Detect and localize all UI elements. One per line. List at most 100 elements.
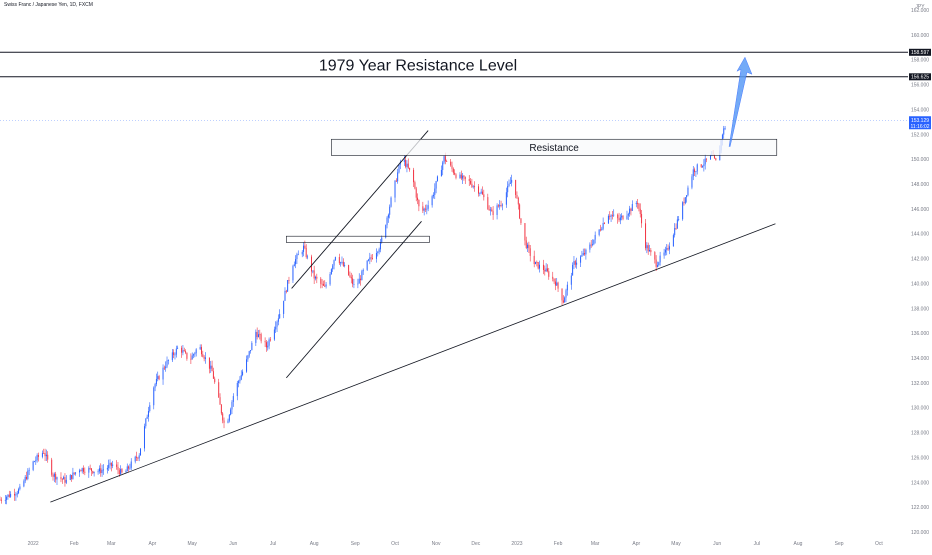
candle-body — [618, 218, 620, 221]
candle-body — [509, 182, 511, 184]
candle-body — [56, 477, 58, 480]
candle-body — [694, 169, 696, 173]
candle-body — [93, 471, 95, 474]
big-level-label: 1979 Year Resistance Level — [319, 58, 517, 75]
candle-body — [285, 290, 287, 292]
candle-body — [723, 128, 725, 135]
candle-body — [121, 468, 123, 473]
candle-body — [185, 351, 187, 353]
candle-body — [231, 401, 233, 410]
candle-body — [617, 214, 619, 219]
candle-body — [525, 240, 527, 248]
candle-body — [361, 271, 363, 281]
candle-body — [406, 163, 408, 167]
candle-body — [24, 476, 26, 482]
candle-body — [460, 174, 462, 179]
candle-body — [239, 379, 241, 382]
candle-body — [472, 186, 474, 188]
candle-body — [333, 260, 335, 266]
candle-body — [120, 468, 122, 475]
candle-body — [167, 360, 169, 361]
candle-body — [90, 468, 92, 472]
candle-body — [311, 256, 313, 272]
candle-body — [537, 262, 539, 269]
candle-body — [496, 205, 498, 215]
candle-body — [338, 257, 340, 264]
candle-body — [691, 176, 693, 188]
candle-body — [284, 290, 286, 301]
x-tick-label: Oct — [391, 541, 399, 547]
candle-body — [297, 254, 299, 256]
candle-body — [471, 183, 473, 187]
candle-body — [303, 245, 305, 252]
candle-body — [33, 461, 35, 463]
candle-body — [507, 185, 509, 193]
candle-body — [533, 255, 535, 265]
candle-body — [552, 276, 554, 279]
candle-body — [173, 352, 175, 355]
candle-body — [481, 191, 483, 195]
candle-body — [250, 350, 252, 352]
candle-body — [251, 342, 253, 351]
candle-body — [264, 341, 266, 343]
candle-body — [370, 257, 372, 259]
candle-body — [60, 477, 62, 479]
candle-body — [257, 334, 259, 338]
candle-body — [155, 378, 157, 385]
candle-body — [389, 206, 391, 215]
candle-body — [696, 164, 698, 172]
candle-body — [321, 283, 323, 285]
candle-body — [387, 214, 389, 218]
candle-body — [407, 163, 409, 168]
candle-body — [713, 155, 715, 159]
candle-body — [269, 339, 271, 341]
candle-body — [542, 264, 544, 271]
candle-body — [655, 259, 657, 267]
candle-body — [434, 188, 436, 195]
candle-body — [222, 413, 224, 421]
candle-body — [240, 375, 242, 380]
candle-body — [573, 261, 575, 265]
candle-body — [203, 356, 205, 359]
candle-body — [145, 418, 147, 427]
candle-body — [36, 455, 38, 461]
candle-body — [204, 357, 206, 359]
candle-body — [377, 252, 379, 253]
candle-body — [562, 300, 564, 303]
candle-body — [626, 215, 628, 220]
candle-body — [177, 347, 179, 349]
x-tick-label: Feb — [70, 541, 79, 547]
projection-arrow — [728, 56, 753, 147]
candle-body — [312, 270, 314, 272]
candle-body — [544, 270, 546, 272]
candle-body — [590, 244, 592, 246]
candle-body — [474, 186, 476, 188]
candle-body — [287, 280, 289, 292]
candle-body — [232, 396, 234, 402]
candle-body — [678, 219, 680, 221]
candle-body — [394, 180, 396, 198]
candle-body — [100, 468, 102, 474]
candle-body — [44, 453, 46, 457]
candle-body — [700, 164, 702, 167]
candle-body — [649, 250, 651, 252]
candle-body — [277, 318, 279, 322]
candle-body — [330, 269, 332, 275]
candle-body — [491, 209, 493, 212]
candle-body — [378, 249, 380, 253]
candle-body — [265, 342, 267, 348]
candle-body — [117, 466, 119, 471]
candle-body — [703, 164, 705, 167]
candle-body — [15, 494, 17, 496]
candle-body — [639, 208, 641, 215]
x-tick-label: Sep — [835, 541, 844, 547]
candle-body — [715, 158, 717, 161]
candle-body — [463, 175, 465, 177]
candle-body — [47, 454, 49, 460]
y-axis-unit: JPY — [915, 4, 925, 10]
candle-body — [478, 186, 480, 194]
candle-body — [414, 182, 416, 189]
candle-body — [238, 381, 240, 383]
